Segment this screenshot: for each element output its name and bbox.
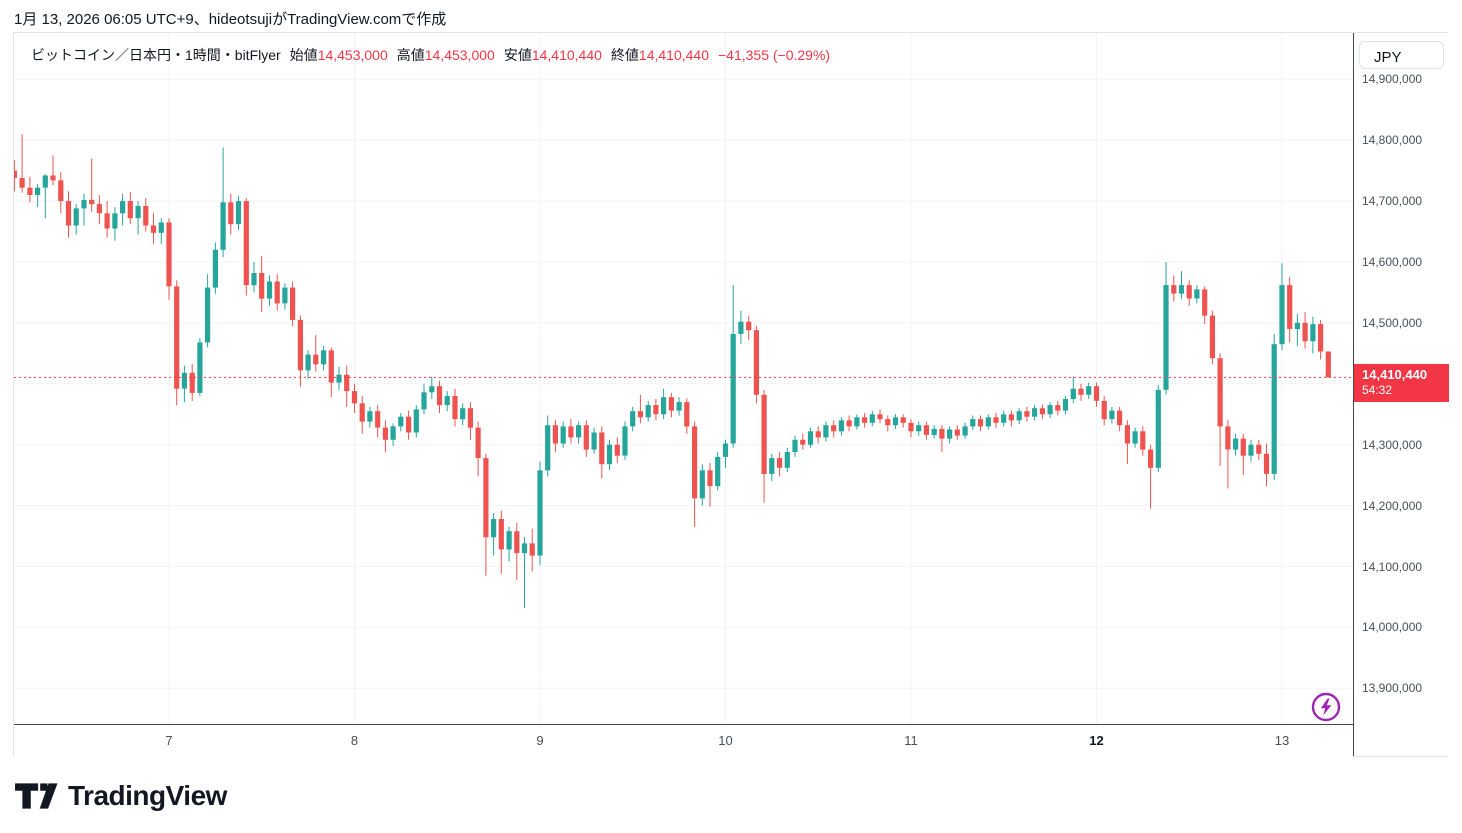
price-tick-label: 14,500,000: [1362, 315, 1423, 330]
chart-widget: ビットコイン／日本円・1時間・bitFlyer 始値14,453,000 高値14,…: [13, 32, 1449, 758]
time-scale[interactable]: 7 8 9 10 11 12 13: [14, 724, 1353, 758]
candlestick-chart[interactable]: [14, 33, 1353, 724]
legend-part: 14,453,000: [424, 47, 495, 63]
price-scale[interactable]: JPY 14,900,000 14,800,000 14,700,000 14,600…: [1353, 33, 1449, 756]
time-tick-label: 12: [1089, 733, 1104, 748]
chart-legend: ビットコイン／日本円・1時間・bitFlyer 始値14,453,000 高値14,…: [31, 45, 830, 65]
price-tick-label: 14,300,000: [1362, 437, 1423, 452]
legend-part: 14,410,440: [531, 47, 602, 63]
tradingview-wordmark: TradingView: [68, 780, 227, 811]
price-tick-label: 14,200,000: [1362, 498, 1423, 513]
price-tick-label: 14,600,000: [1362, 255, 1423, 269]
tradingview-logo-icon: [15, 783, 58, 809]
time-tick-label: 11: [904, 733, 918, 748]
price-tick-label: 13,900,000: [1362, 681, 1423, 696]
legend-part: 14,453,000: [317, 47, 388, 63]
legend-part: −41,355 (−0.29%): [718, 47, 831, 63]
last-price-value: 14,410,440: [1362, 367, 1428, 383]
chart-pane[interactable]: ビットコイン／日本円・1時間・bitFlyer 始値14,453,000 高値14,…: [14, 33, 1353, 724]
legend-part: 安値: [503, 47, 532, 63]
last-price-badge: 14,410,440 54:32: [1354, 364, 1449, 403]
legend-part: 終値: [610, 47, 639, 63]
legend-part: 14,410,440: [638, 47, 709, 63]
tradingview-logo[interactable]: TradingView: [14, 778, 227, 814]
price-tick-label: 14,700,000: [1362, 194, 1423, 209]
attribution-text: 1月 13, 2026 06:05 UTC+9、hideotsujiがTradi…: [14, 11, 447, 28]
time-tick-label: 7: [165, 733, 173, 748]
time-tick-label: 8: [350, 733, 359, 748]
time-tick-label: 13: [1274, 733, 1290, 748]
price-tick-label: 14,100,000: [1362, 559, 1423, 574]
price-tick-label: 14,800,000: [1362, 133, 1423, 148]
time-tick-label: 9: [536, 733, 544, 748]
legend-part: 高値: [396, 47, 425, 63]
flash-bolt-icon: [1310, 691, 1342, 723]
price-tick-label: 14,000,000: [1362, 620, 1423, 635]
price-tick-label: 14,900,000: [1362, 72, 1423, 87]
bar-countdown: 54:32: [1362, 383, 1393, 398]
legend-part: ビットコイン／日本円・1時間・bitFlyer: [31, 47, 281, 63]
legend-part: 始値: [289, 47, 318, 63]
currency-button[interactable]: JPY: [1359, 41, 1444, 69]
time-tick-label: 10: [718, 733, 733, 748]
